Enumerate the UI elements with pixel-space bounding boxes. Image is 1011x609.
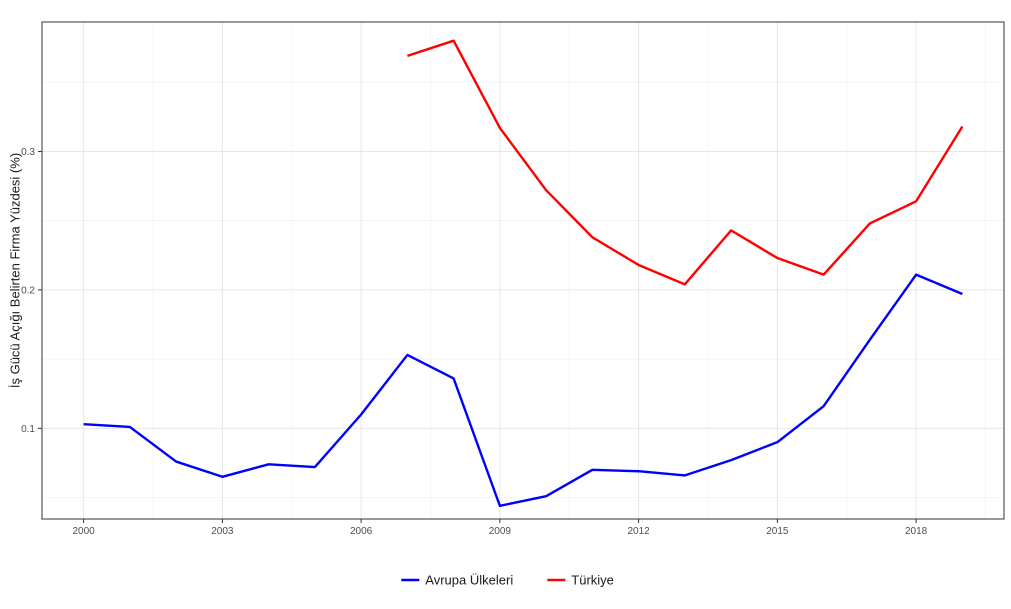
axes: 2000 2003 2006 2009 2012 2015 2018 0.1 0.2 0.3	[21, 147, 928, 537]
legend-item: Türkiye	[547, 573, 614, 588]
x-tick-label: 2009	[489, 526, 512, 537]
x-tick-label: 2018	[905, 526, 928, 537]
y-tick-label: 0.1	[21, 424, 35, 435]
plot-panel-border	[41, 21, 1005, 520]
x-tick-label: 2012	[628, 526, 651, 537]
legend-label: Türkiye	[571, 573, 614, 588]
x-tick-label: 2015	[766, 526, 789, 537]
legend: Avrupa Ülkeleri Türkiye	[401, 573, 614, 588]
series-lines	[83, 39, 964, 508]
y-axis-title: İş Gücü Açığı Belirten Firma Yüzdesi (%)	[7, 153, 22, 388]
series-line-avrupa	[83, 273, 963, 508]
y-tick-label: 0.2	[21, 285, 35, 296]
x-tick-label: 2000	[73, 526, 96, 537]
y-tick-label: 0.3	[21, 147, 35, 158]
grid-lines	[42, 22, 1004, 519]
x-tick-label: 2006	[350, 526, 373, 537]
legend-item: Avrupa Ülkeleri	[401, 573, 513, 588]
x-tick-label: 2003	[211, 526, 234, 537]
legend-label: Avrupa Ülkeleri	[425, 573, 513, 588]
series-line-turkiye	[407, 39, 964, 286]
